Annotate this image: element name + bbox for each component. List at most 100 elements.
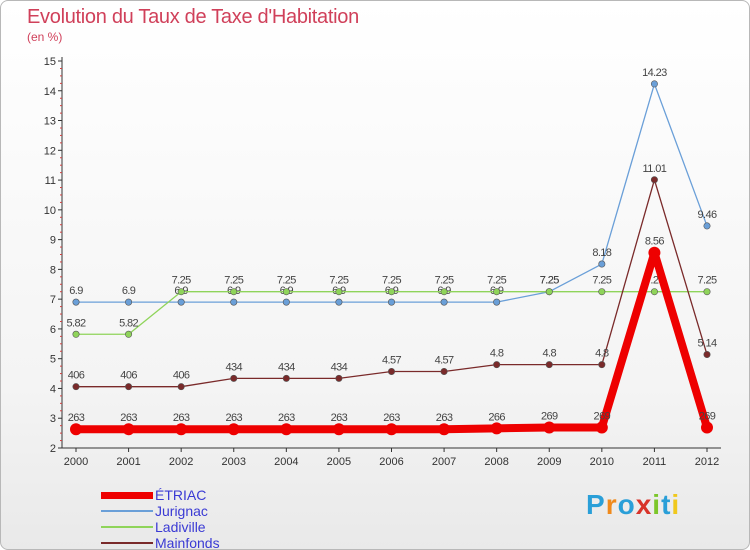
x-tick-label: 2011 bbox=[643, 456, 667, 468]
data-point-ladiville bbox=[493, 288, 501, 296]
data-point-triac bbox=[438, 423, 451, 436]
logo-letter: i bbox=[671, 489, 681, 520]
logo-letter: o bbox=[617, 489, 636, 520]
series-line-jurignac bbox=[75, 83, 708, 303]
data-label-mainfonds: 4.57 bbox=[435, 354, 454, 366]
data-point-jurignac bbox=[177, 298, 185, 306]
legend-label-mainfonds: Mainfonds bbox=[155, 535, 220, 550]
data-label-ladiville: 7.25 bbox=[487, 275, 506, 287]
legend-swatch-ladiville bbox=[101, 526, 153, 528]
data-point-mainfonds bbox=[282, 374, 290, 382]
data-label-triac: 263 bbox=[173, 412, 190, 424]
data-label-ladiville: 7.25 bbox=[224, 275, 243, 287]
data-label-ladiville: 7.25 bbox=[382, 275, 401, 287]
y-tick-label: 8 bbox=[50, 264, 56, 276]
data-point-triac bbox=[385, 423, 398, 436]
data-point-ladiville bbox=[282, 288, 290, 296]
data-label-triac: 269 bbox=[699, 410, 716, 422]
data-point-ladiville bbox=[598, 288, 606, 296]
logo-letter: i bbox=[652, 489, 662, 520]
x-tick-label: 2003 bbox=[222, 456, 246, 468]
y-tick-label: 4 bbox=[50, 383, 56, 395]
y-tick-label: 2 bbox=[50, 443, 56, 455]
data-label-ladiville: 7.25 bbox=[592, 275, 611, 287]
data-point-triac bbox=[648, 246, 661, 259]
legend-label-etriac: ÉTRIAC bbox=[155, 487, 207, 503]
data-label-triac: 266 bbox=[488, 411, 505, 423]
data-label-mainfonds: 4.8 bbox=[543, 348, 557, 360]
x-tick-label: 2002 bbox=[169, 456, 193, 468]
data-point-ladiville bbox=[177, 288, 185, 296]
x-tick-label: 2004 bbox=[274, 456, 298, 468]
y-tick-label: 15 bbox=[44, 56, 56, 68]
x-tick-label: 2005 bbox=[327, 456, 351, 468]
legend-swatch-jurignac bbox=[101, 510, 153, 512]
logo-letter: t bbox=[661, 489, 672, 520]
data-point-mainfonds bbox=[177, 383, 185, 391]
legend-swatch-mainfonds bbox=[101, 542, 153, 544]
data-point-ladiville bbox=[125, 330, 133, 338]
data-point-triac bbox=[175, 423, 188, 436]
chart-title: Evolution du Taux de Taxe d'Habitation bbox=[27, 6, 359, 28]
data-point-mainfonds bbox=[598, 361, 606, 369]
data-point-triac bbox=[332, 423, 345, 436]
x-tick-label: 2010 bbox=[590, 456, 614, 468]
data-point-jurignac bbox=[230, 298, 238, 306]
data-label-jurignac: 14.23 bbox=[642, 67, 667, 79]
proxiti-logo: Proxiti bbox=[586, 489, 680, 521]
data-label-mainfonds: 5.14 bbox=[697, 338, 716, 350]
data-label-ladiville: 7.25 bbox=[697, 275, 716, 287]
data-label-ladiville: 5.82 bbox=[66, 317, 85, 329]
x-tick-label: 2007 bbox=[432, 456, 456, 468]
data-label-ladiville: 5.82 bbox=[119, 317, 138, 329]
y-tick-label: 6 bbox=[50, 324, 56, 336]
data-label-mainfonds: 434 bbox=[278, 361, 295, 373]
data-label-mainfonds: 4.8 bbox=[490, 348, 504, 360]
data-point-jurignac bbox=[650, 80, 658, 88]
data-label-jurignac: 6.9 bbox=[69, 285, 83, 297]
data-label-triac: 263 bbox=[331, 412, 348, 424]
data-point-mainfonds bbox=[493, 361, 501, 369]
y-tick-label: 9 bbox=[50, 235, 56, 247]
data-point-triac bbox=[122, 423, 135, 436]
y-tick-label: 5 bbox=[50, 354, 56, 366]
data-label-mainfonds: 434 bbox=[331, 361, 348, 373]
y-tick-label: 13 bbox=[44, 116, 56, 128]
data-point-ladiville bbox=[387, 288, 395, 296]
data-label-jurignac: 6.9 bbox=[122, 285, 136, 297]
legend-swatch-etriac bbox=[101, 492, 153, 499]
data-label-ladiville: 7.25 bbox=[172, 275, 191, 287]
data-point-mainfonds bbox=[72, 383, 80, 391]
data-point-ladiville bbox=[230, 288, 238, 296]
y-tick-label: 14 bbox=[44, 86, 56, 98]
data-point-ladiville bbox=[335, 288, 343, 296]
x-tick-label: 2009 bbox=[537, 456, 561, 468]
data-label-ladiville: 7.25 bbox=[540, 275, 559, 287]
logo-letter: P bbox=[586, 489, 606, 520]
logo-letter: r bbox=[605, 489, 618, 520]
data-point-jurignac bbox=[387, 298, 395, 306]
data-point-ladiville bbox=[703, 288, 711, 296]
data-label-triac: 263 bbox=[436, 412, 453, 424]
data-label-jurignac: 7.25 bbox=[540, 275, 559, 287]
data-label-triac: 269 bbox=[541, 410, 558, 422]
legend-label-ladiville: Ladiville bbox=[155, 519, 206, 535]
data-point-triac bbox=[227, 423, 240, 436]
data-point-jurignac bbox=[598, 260, 606, 268]
data-label-triac: 269 bbox=[594, 410, 611, 422]
data-point-jurignac bbox=[72, 298, 80, 306]
data-point-ladiville bbox=[440, 288, 448, 296]
data-point-mainfonds bbox=[335, 374, 343, 382]
data-point-ladiville bbox=[545, 288, 553, 296]
data-point-jurignac bbox=[440, 298, 448, 306]
data-point-jurignac bbox=[335, 298, 343, 306]
data-label-ladiville: 7.25 bbox=[329, 275, 348, 287]
data-label-triac: 263 bbox=[225, 412, 242, 424]
x-tick-label: 2012 bbox=[695, 456, 719, 468]
data-point-jurignac bbox=[282, 298, 290, 306]
y-tick-label: 3 bbox=[50, 413, 56, 425]
x-tick-label: 2001 bbox=[116, 456, 140, 468]
data-point-triac bbox=[490, 422, 503, 435]
data-label-triac: 263 bbox=[278, 412, 295, 424]
